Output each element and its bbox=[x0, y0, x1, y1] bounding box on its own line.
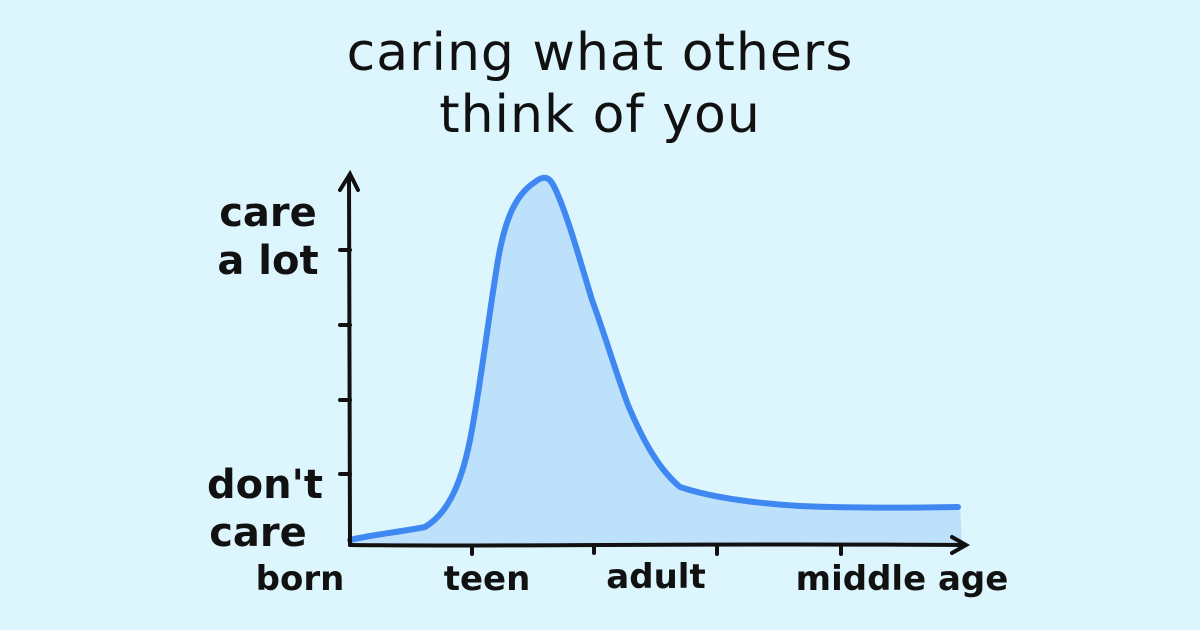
x-label-teen: teen bbox=[444, 559, 531, 599]
x-label-middle-age: middle age bbox=[796, 559, 1009, 599]
y-label-dont-care-line1: don't bbox=[207, 462, 323, 508]
data-line bbox=[347, 174, 961, 543]
y-label-care-line1: care bbox=[219, 190, 317, 236]
x-label-born: born bbox=[256, 559, 345, 599]
chart-title-line-2: think of you bbox=[439, 85, 761, 145]
chart-title-line-1: caring what others bbox=[346, 23, 854, 83]
x-label-adult: adult bbox=[606, 557, 705, 597]
area-fill bbox=[350, 177, 962, 544]
y-axis bbox=[338, 169, 360, 547]
chart-title: caring what others think of you bbox=[0, 22, 1200, 146]
y-label-care-line2: a lot bbox=[217, 238, 318, 284]
y-label-dont-care-line2: care bbox=[209, 510, 307, 556]
x-axis bbox=[348, 535, 971, 556]
